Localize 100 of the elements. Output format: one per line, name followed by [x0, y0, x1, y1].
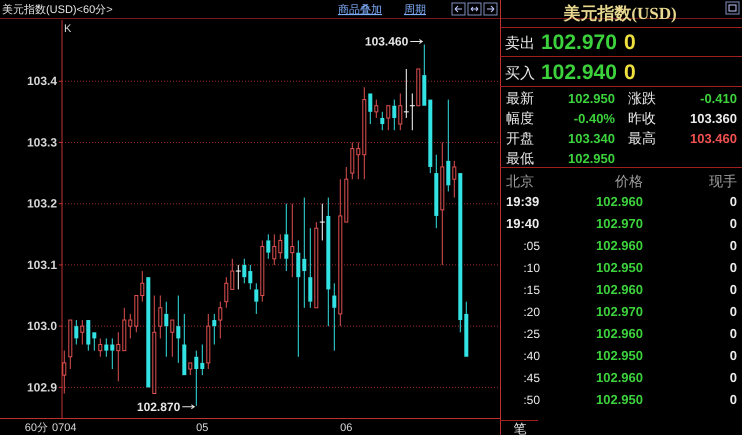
x-tick-label: 05 — [196, 422, 208, 434]
x-tick-label: 06 — [340, 422, 352, 434]
text: 102.950 — [596, 260, 643, 275]
text: 最低 — [506, 150, 534, 166]
x-tick-label: 0704 — [52, 422, 77, 434]
text: 0 — [730, 216, 737, 231]
text: 102.950 — [568, 151, 615, 166]
text: :15 — [523, 283, 540, 297]
candlestick — [434, 154, 438, 229]
text: 102.950 — [596, 348, 643, 363]
candlestick — [80, 320, 84, 346]
text: 102.970 — [596, 304, 643, 319]
candlestick — [308, 228, 312, 308]
text: 0 — [730, 326, 737, 341]
candlestick — [104, 338, 108, 358]
candlestick — [278, 234, 282, 260]
text: :20 — [523, 305, 540, 319]
candlestick — [332, 282, 336, 352]
candlestick — [356, 142, 360, 180]
text: 北京 — [506, 173, 534, 189]
candlestick — [248, 264, 252, 290]
text: 0 — [730, 304, 737, 319]
candlestick — [440, 142, 444, 266]
text: 商品叠加 — [338, 3, 382, 16]
text: 0 — [730, 194, 737, 209]
candlestick — [284, 203, 288, 272]
candlestick — [176, 295, 180, 364]
text: -0.410 — [700, 91, 737, 106]
y-tick-label: 102.9 — [26, 380, 58, 394]
text: 0 — [730, 238, 737, 253]
candlestick — [140, 270, 144, 302]
candlestick — [374, 99, 378, 118]
text: -0.40% — [574, 111, 616, 126]
text: 0 — [730, 282, 737, 297]
text: 102.940 — [541, 61, 617, 84]
candlestick — [266, 234, 270, 260]
text: 103.360 — [690, 111, 737, 126]
text: 周期 — [404, 4, 426, 16]
text: 102.950 — [596, 392, 643, 407]
text: 0 — [730, 370, 737, 385]
candlestick — [206, 313, 210, 370]
candlestick — [224, 276, 228, 308]
text: 现手 — [709, 173, 737, 189]
text: 笔 — [514, 421, 526, 435]
candlestick — [74, 320, 78, 346]
text: 19:40 — [506, 216, 540, 231]
text: :50 — [523, 393, 540, 407]
candlestick — [128, 313, 132, 339]
candlestick — [110, 338, 114, 370]
text: 最新 — [506, 90, 534, 106]
text: :45 — [523, 371, 540, 385]
text: 103.460 — [690, 131, 737, 146]
y-tick-label: 103.4 — [26, 74, 58, 88]
text: 102.960 — [596, 370, 643, 385]
text: 0 — [730, 392, 737, 407]
candlestick — [452, 160, 456, 198]
text: 最高 — [628, 130, 656, 146]
text: :10 — [523, 261, 540, 275]
text: 价格 — [614, 173, 643, 189]
candlestick — [98, 338, 102, 358]
candlestick — [296, 240, 300, 358]
annotation: K — [64, 23, 72, 35]
text: 买入 — [505, 65, 535, 82]
text: 开盘 — [506, 130, 534, 146]
text: 0 — [624, 31, 636, 54]
text: 幅度 — [506, 110, 534, 126]
text: 美元指数(USD) — [562, 4, 677, 23]
candlestick — [398, 92, 402, 131]
candlestick — [194, 350, 198, 406]
text: 102.960 — [596, 238, 643, 253]
annotation: 103.460 — [364, 34, 409, 48]
x-axis-title: 60分 — [24, 422, 48, 434]
text: :40 — [523, 349, 540, 363]
candlestick — [158, 295, 162, 339]
y-tick-label: 103.1 — [26, 258, 58, 272]
candlestick — [338, 178, 342, 327]
text: 0 — [624, 61, 636, 84]
candlestick — [272, 234, 276, 266]
candlestick — [362, 86, 366, 180]
candlestick — [380, 111, 384, 131]
text: 102.970 — [596, 216, 643, 231]
text: :25 — [523, 327, 540, 341]
text: 涨跌 — [628, 90, 656, 106]
candlestick — [326, 197, 330, 327]
text: 0 — [730, 260, 737, 275]
candlestick — [290, 203, 294, 278]
candlestick — [164, 301, 168, 358]
candlestick — [260, 240, 264, 302]
text: 102.960 — [596, 194, 643, 209]
candlestick — [446, 99, 450, 192]
chart-title: 美元指数(USD)<60分> — [2, 3, 113, 16]
text: 卖出 — [505, 35, 535, 52]
candlestick — [212, 313, 216, 346]
text: 0 — [730, 348, 737, 363]
text: 102.970 — [541, 31, 617, 54]
text: 102.960 — [596, 282, 643, 297]
text: :05 — [523, 239, 540, 253]
y-tick-label: 103.2 — [26, 196, 58, 211]
candlestick — [218, 301, 222, 339]
candlestick — [242, 258, 246, 284]
